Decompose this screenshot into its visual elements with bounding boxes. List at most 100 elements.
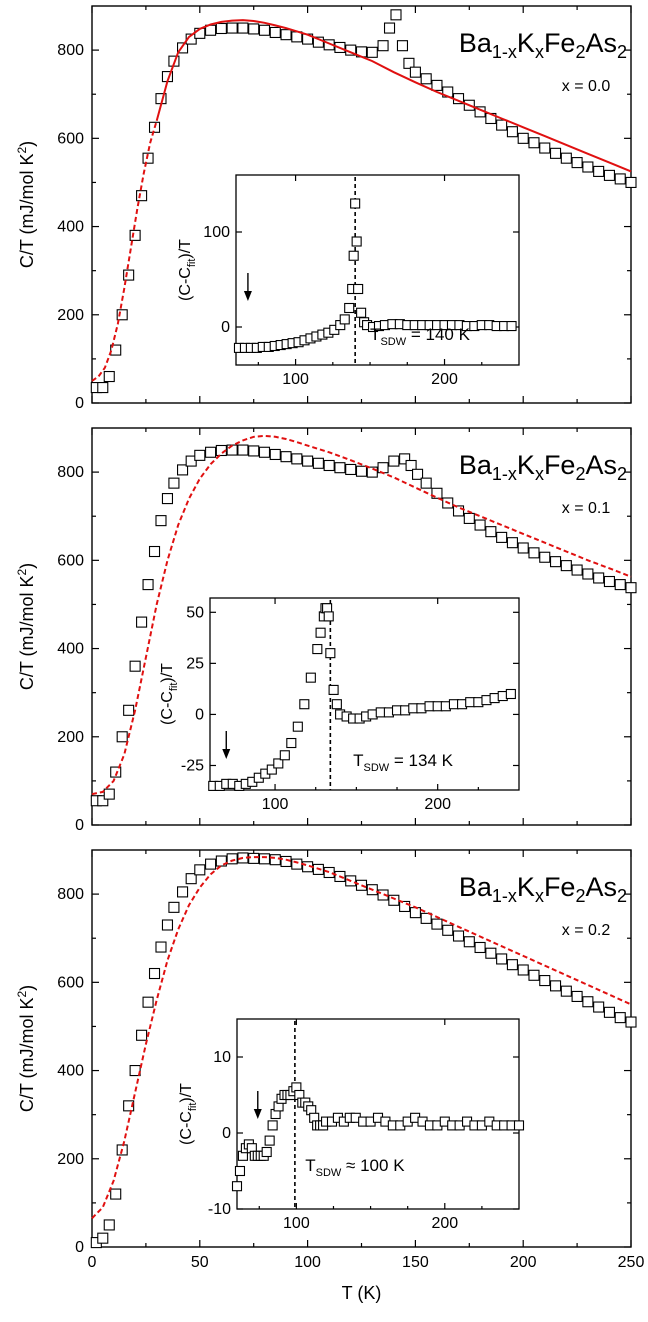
compound-sub4: 2 bbox=[617, 886, 627, 906]
data-point bbox=[614, 173, 626, 185]
data-point bbox=[116, 731, 128, 743]
x-tick-label: 150 bbox=[402, 1254, 429, 1271]
data-point bbox=[97, 1232, 109, 1244]
data-point bbox=[248, 445, 260, 457]
y-axis-label: C/T (mJ/mol K2) bbox=[15, 563, 37, 690]
inset-data-point bbox=[266, 764, 277, 775]
inset-frame bbox=[209, 597, 520, 791]
inset-y-axis-label: (C-Cfit)/T bbox=[159, 663, 180, 725]
data-point bbox=[409, 907, 421, 919]
data-point bbox=[560, 152, 572, 164]
data-point bbox=[302, 455, 314, 467]
inset-data-point bbox=[273, 758, 284, 769]
data-point bbox=[168, 901, 180, 913]
data-point bbox=[603, 169, 615, 181]
inset-data-point bbox=[331, 699, 342, 710]
data-series-squares bbox=[90, 852, 637, 1249]
data-point bbox=[571, 564, 583, 576]
data-point bbox=[549, 980, 562, 992]
composition-label: x = 0.1 bbox=[562, 500, 611, 517]
fit-curve-dashed bbox=[91, 120, 158, 382]
data-point bbox=[161, 919, 174, 931]
inset-data-point bbox=[305, 672, 316, 683]
inset-y-label-pre: (C-C bbox=[177, 267, 194, 301]
tsdw-label-pre: T bbox=[305, 1156, 315, 1175]
inset-x-tick-label: 100 bbox=[262, 796, 289, 813]
data-point bbox=[625, 176, 637, 188]
inset-y-label-sub: fit bbox=[186, 259, 198, 268]
data-point bbox=[136, 616, 148, 628]
data-point bbox=[517, 964, 529, 976]
inset-middle: 100 200 -25 0 25 50 (C-Cfit)/T TSDW = 134 K bbox=[159, 597, 520, 813]
compound-fe: Fe bbox=[544, 872, 576, 902]
data-point bbox=[474, 941, 486, 954]
inset-y-label-pre: (C-C bbox=[159, 691, 176, 725]
data-point bbox=[593, 165, 605, 177]
y-axis-label-end: ) bbox=[17, 141, 37, 147]
data-point bbox=[528, 137, 540, 149]
data-point bbox=[390, 9, 402, 21]
data-point bbox=[280, 29, 292, 41]
inset-data-point bbox=[513, 1120, 525, 1131]
data-point bbox=[194, 449, 206, 461]
composition-label: x = 0.0 bbox=[562, 78, 611, 95]
data-point bbox=[399, 900, 411, 913]
data-point bbox=[177, 42, 189, 54]
data-point bbox=[129, 660, 141, 672]
data-point bbox=[614, 1012, 626, 1024]
inset-data-point bbox=[264, 1135, 275, 1146]
data-point bbox=[129, 1065, 141, 1077]
y-tick-label: 200 bbox=[57, 729, 84, 746]
data-point bbox=[148, 545, 161, 558]
tsdw-label: TSDW = 140 K bbox=[370, 325, 471, 348]
compound-sub4: 2 bbox=[617, 464, 627, 484]
y-axis-label-main: C/T (mJ/mol K bbox=[17, 998, 37, 1113]
data-point bbox=[603, 575, 615, 588]
data-point bbox=[377, 40, 389, 52]
data-point bbox=[571, 157, 583, 169]
compound-sub3: 2 bbox=[575, 886, 585, 906]
data-point bbox=[103, 788, 115, 800]
x-tick-label: 100 bbox=[294, 1254, 321, 1271]
inset-data-series bbox=[208, 603, 516, 791]
y-tick-label: 200 bbox=[57, 307, 84, 324]
y-axis-label-end: ) bbox=[17, 985, 37, 991]
inset-data-point bbox=[328, 684, 339, 695]
data-point bbox=[185, 455, 197, 467]
compound-as: As bbox=[585, 872, 617, 902]
data-point bbox=[269, 448, 281, 461]
data-point bbox=[258, 446, 271, 458]
inset-y-label-post: )/T bbox=[159, 663, 176, 683]
data-point bbox=[377, 889, 389, 901]
y-axis-label: C/T (mJ/mol K2) bbox=[15, 141, 37, 268]
inset-x-tick-label: 200 bbox=[431, 1215, 458, 1232]
data-point bbox=[405, 459, 417, 472]
data-point bbox=[123, 704, 135, 716]
x-tick-label: 250 bbox=[618, 1254, 645, 1271]
data-point bbox=[549, 147, 562, 159]
x-tick-label: 0 bbox=[88, 1254, 97, 1271]
y-axis-label-sup: 2 bbox=[15, 147, 29, 154]
data-point bbox=[215, 855, 227, 867]
data-point bbox=[110, 1188, 122, 1200]
compound-fe: Fe bbox=[544, 28, 576, 58]
data-point bbox=[625, 1016, 637, 1028]
inset-frame bbox=[235, 174, 520, 366]
data-point bbox=[123, 1100, 135, 1112]
inset-y-label-sub: fit bbox=[187, 1103, 199, 1112]
compound-sub4: 2 bbox=[617, 42, 627, 62]
data-point bbox=[185, 873, 197, 885]
inset-data-point bbox=[231, 1181, 243, 1192]
data-point bbox=[155, 515, 167, 527]
data-point bbox=[366, 46, 378, 58]
data-point bbox=[463, 512, 475, 524]
data-point bbox=[291, 453, 303, 465]
inset-x-tick-label: 100 bbox=[282, 371, 309, 388]
data-point bbox=[625, 582, 637, 594]
compound-ba: Ba bbox=[459, 872, 493, 902]
data-point bbox=[496, 953, 508, 965]
data-point bbox=[103, 370, 115, 383]
data-point bbox=[420, 912, 432, 924]
inset-data-point bbox=[323, 611, 334, 622]
data-point bbox=[539, 142, 551, 154]
